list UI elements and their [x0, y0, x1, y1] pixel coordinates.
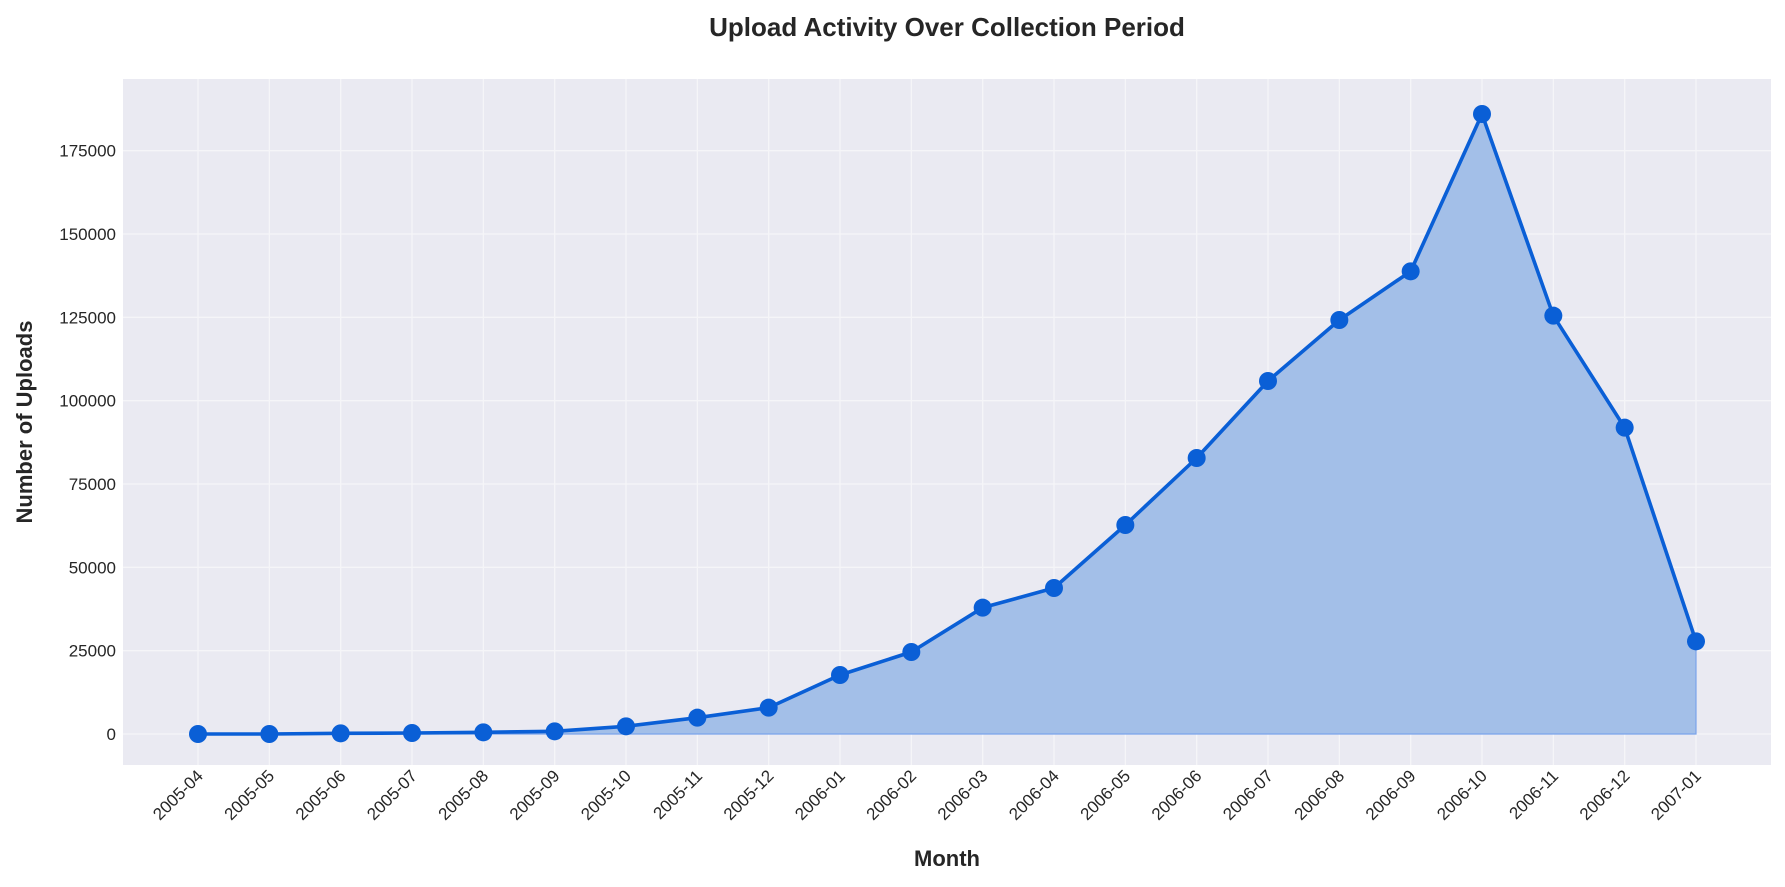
data-point-2005-04: [189, 725, 207, 743]
x-tick-label: 2006-05: [1077, 766, 1135, 824]
x-tick-label: 2006-01: [791, 766, 849, 824]
data-point-2005-11: [688, 708, 707, 727]
x-tick-label: 2005-05: [221, 766, 279, 824]
x-tick-label: 2005-08: [435, 766, 493, 824]
x-tick-label: 2006-07: [1219, 766, 1277, 824]
x-tick-label: 2006-06: [1148, 766, 1206, 824]
y-tick-label: 125000: [59, 308, 116, 327]
y-tick-label: 50000: [69, 558, 116, 577]
data-point-2005-07: [403, 724, 421, 742]
data-point-2005-08: [474, 723, 493, 742]
data-point-2006-10: [1473, 105, 1491, 123]
x-tick-label: 2005-12: [720, 766, 778, 824]
y-tick-label: 75000: [69, 475, 116, 494]
data-point-2006-04: [1045, 579, 1063, 597]
x-tick-label: 2005-10: [577, 766, 635, 824]
x-tick-label: 2006-04: [1005, 766, 1063, 824]
data-point-2005-06: [331, 724, 350, 743]
x-tick-label: 2005-06: [292, 766, 350, 824]
x-axis-ticks: 2005-04 2005-05 2005-06 2005-07 2005-08 2005-…: [149, 766, 1705, 824]
data-point-2006-05: [1116, 516, 1135, 534]
data-point-2005-05: [260, 725, 279, 743]
data-point-2005-12: [759, 698, 778, 717]
y-axis-ticks: 0 25000 50000 75000 100000 125000 150000 175000: [59, 142, 116, 744]
x-tick-label: 2005-07: [363, 766, 421, 824]
data-point-2006-06: [1187, 449, 1206, 467]
data-point-2006-07: [1259, 372, 1277, 390]
x-tick-label: 2005-11: [649, 766, 706, 823]
x-tick-label: 2006-02: [863, 766, 921, 824]
data-point-2006-03: [973, 598, 992, 617]
data-point-2007-01: [1687, 632, 1705, 651]
y-tick-label: 25000: [69, 642, 116, 661]
data-point-2006-01: [831, 666, 849, 684]
x-tick-label: 2006-12: [1576, 766, 1634, 824]
data-point-2006-09: [1401, 262, 1420, 281]
data-point-2005-10: [617, 717, 635, 736]
x-tick-label: 2006-10: [1433, 766, 1491, 824]
data-point-2006-02: [902, 643, 921, 661]
data-markers: [189, 105, 1705, 743]
chart-title: Upload Activity Over Collection Period: [709, 12, 1185, 42]
data-point-2005-09: [545, 722, 564, 741]
x-tick-label: 2006-08: [1291, 766, 1349, 824]
x-tick-label: 2006-11: [1505, 766, 1562, 823]
data-point-2006-12: [1615, 418, 1634, 437]
x-tick-label: 2005-04: [149, 766, 207, 824]
y-tick-label: 175000: [59, 142, 116, 161]
y-tick-label: 150000: [59, 225, 116, 244]
y-tick-label: 0: [107, 725, 116, 744]
x-tick-label: 2005-09: [506, 766, 564, 824]
x-tick-label: 2007-01: [1647, 766, 1705, 824]
x-axis-label: Month: [914, 846, 980, 871]
data-point-2006-11: [1544, 306, 1563, 325]
y-tick-label: 100000: [59, 392, 116, 411]
x-tick-label: 2006-03: [934, 766, 992, 824]
data-point-2006-08: [1330, 311, 1349, 329]
y-axis-label: Number of Uploads: [12, 321, 37, 524]
x-tick-label: 2006-09: [1362, 766, 1420, 824]
data-line: [198, 112, 1698, 736]
